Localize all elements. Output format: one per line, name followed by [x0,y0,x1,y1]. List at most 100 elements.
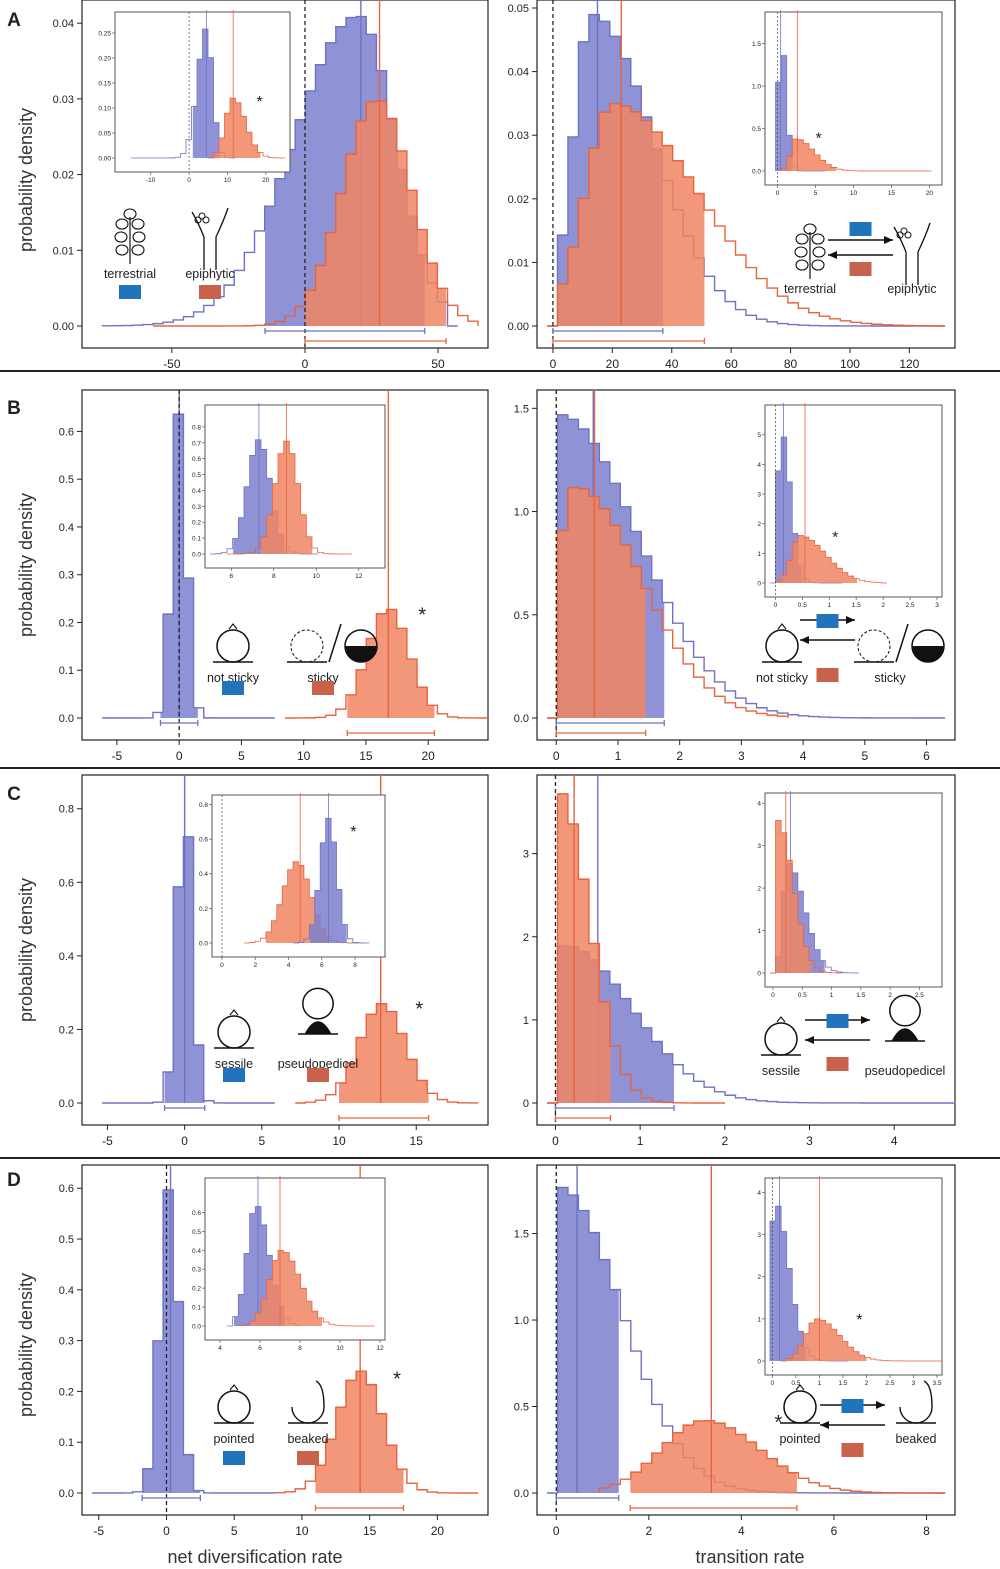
hist-fill-red [304,100,447,326]
y-tick-label: 0.6 [59,1183,74,1195]
y-tick-label: 0.1 [59,665,74,677]
leaf [115,218,129,230]
inset-y-tick-label: 0.6 [199,837,208,844]
leaf [114,231,128,243]
inset-y-tick-label: 0.0 [192,552,201,559]
y-tick-label: 0.5 [59,1234,74,1246]
hist-fill-red [347,609,435,718]
chart-C-left: 0.0 0.2 0.4 0.6 0.8 -5 0 5 10 15 0.0 0.2 0.4 0.6 0.8 0 2… [59,774,489,1148]
x-tick-label: 5 [861,749,868,763]
y-axis-label: probability density [16,1273,36,1417]
hist-fill-red [251,1250,323,1326]
fruit-outline [899,1380,933,1424]
state-label-0: terrestrial [104,267,156,281]
swatch-forward [841,1399,864,1413]
state-label-0: not sticky [207,671,260,685]
swatch-state-0 [223,1068,245,1082]
hist-outline-blue [102,413,275,719]
y-tick-label: 0.04 [508,67,529,79]
inset-y-tick-label: 1.0 [752,84,761,91]
state-label-1: pseudopedicel [278,1057,359,1071]
swatch-state-1 [307,1068,329,1082]
y-tick-label: 0.01 [53,245,74,257]
inset-x-tick-label: 20 [926,190,934,197]
hist-outline-red [598,1419,946,1494]
inset-y-tick-label: 3 [757,1232,761,1239]
inset-x-tick-label: 15 [888,190,896,197]
hist-fill-blue [775,55,793,171]
y-tick-label: 1 [523,1015,529,1027]
fruit-outline [291,1380,325,1424]
hist-outline-red [152,100,479,327]
inset-x-tick-label: 5 [814,190,818,197]
x-tick-label: 2 [721,1134,728,1148]
hist-fill-red [552,103,705,326]
inset-x-tick-label: 12 [355,573,363,580]
fruit-outline [765,629,799,663]
inset-y-tick-label: 0.8 [192,424,201,431]
leaf [803,223,817,235]
y-axis-label: probability density [16,878,36,1022]
y-axis-label: probability density [16,108,36,252]
x-tick-label: 2 [676,749,683,763]
inset-significance-star: * [257,94,263,111]
y-tick-label: 0.2 [59,617,74,629]
state-icon-1 [288,1380,328,1424]
inset-y-tick-label: 0.6 [192,1210,201,1217]
inset-x-tick-label: 0 [776,190,780,197]
y-tick-label: 0.3 [59,1336,74,1348]
inset-y-tick-label: 0.3 [192,504,201,511]
inset-x-tick-label: 4 [287,962,291,969]
epiphyte [904,231,912,239]
inset-x-tick-label: 10 [313,573,321,580]
inset-y-tick-label: 0 [757,971,761,978]
inset-significance-star: * [815,131,821,148]
x-tick-label: 10 [297,749,311,763]
x-tick-label: 60 [724,357,738,371]
inset-y-tick-label: 0.4 [199,871,208,878]
state-label-1: sticky [874,671,906,685]
inset-y-tick-label: 2 [757,521,761,528]
swatch-forward [849,222,872,236]
inset-y-tick-label: 0.5 [192,1229,201,1236]
x-tick-label: 0 [176,749,183,763]
inset-y-tick-label: 0 [757,581,761,588]
x-tick-label: 0 [553,749,560,763]
x-tick-label: 100 [840,357,860,371]
plot-frame [536,0,956,349]
inset-x-tick-label: 6 [320,962,324,969]
significance-star: * [774,1412,782,1434]
leaf [812,246,826,258]
y-tick-label: 0.00 [53,321,74,333]
chart-A-right: 0.000.010.020.030.040.050 20 40 60 80 100 1200… [508,0,956,371]
inset-y-tick-label: 4 [757,462,761,469]
inset-x-tick-label: 0 [187,177,191,184]
epiphyte [202,216,210,224]
swatch-state-0 [222,681,244,695]
fruit-outline [889,994,921,1027]
x-tick-label: 4 [891,1134,898,1148]
inset-y-tick-label: 0.0 [199,941,208,948]
arrow-head [884,236,893,244]
inset-significance-star: * [350,824,356,841]
chart-B-left: 0.0 0.1 0.2 0.3 0.4 0.5 0.6 -5 0 5 10 15 20 0.0 0.1 0.2… [59,389,489,763]
y-tick-label: 1.0 [514,1315,529,1327]
state-icon-0 [214,1009,254,1049]
y-tick-label: 0.03 [53,94,74,106]
state-icon-0 [114,208,146,264]
inset-y-tick-label: 0.0 [192,1324,201,1331]
state-icon-0 [213,623,253,663]
state-label-0: pointed [779,1432,820,1446]
y-tick-label: 0.6 [59,877,74,889]
inset-x-tick-label: 2 [888,992,892,999]
y-tick-label: 1.5 [514,403,529,415]
leaf [795,233,809,245]
x-tick-label: -5 [112,749,123,763]
inset-x-tick-label: 12 [376,1345,384,1352]
swatch-forward [816,614,839,628]
state-icon-1 [287,623,378,663]
fruit-outline [302,987,334,1020]
x-axis-label-left: net diversification rate [167,1547,342,1567]
inset-x-tick-label: 20 [262,177,270,184]
